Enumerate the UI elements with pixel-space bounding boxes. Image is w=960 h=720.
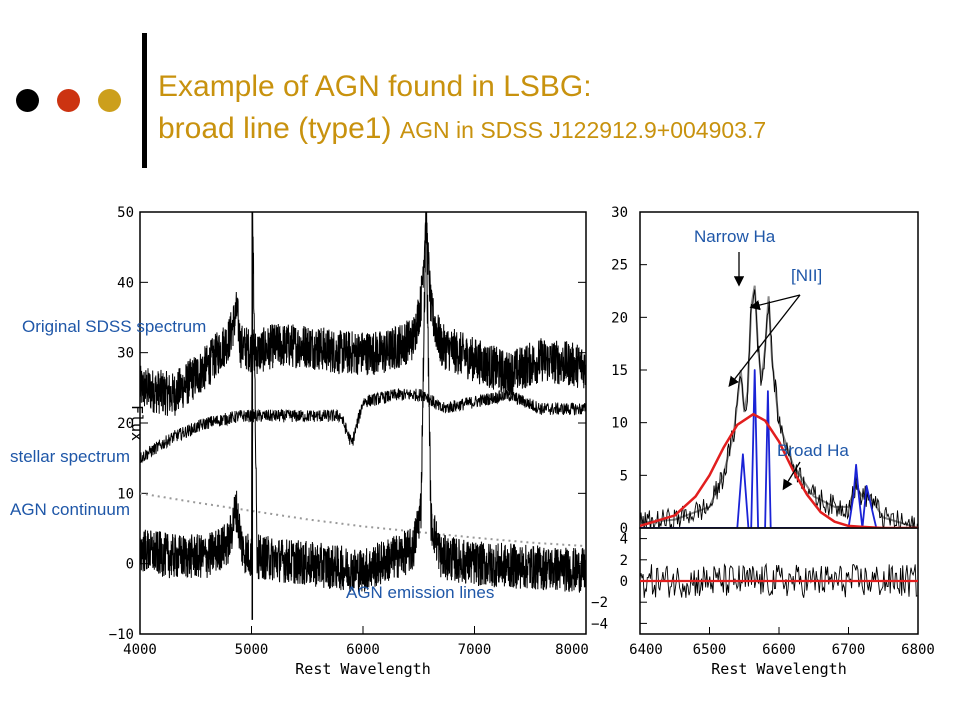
residual-plot: −4 −2 0 2 4 6400 6500 6600 6700 6800 Rest Waveleng…: [591, 527, 935, 678]
annotation-agn-continuum: AGN continuum: [10, 500, 130, 519]
left-ytick-label: 50: [117, 205, 134, 221]
left-ytick-label: 30: [117, 346, 134, 362]
annotation-nii: [NII]: [791, 266, 822, 285]
right-ytick-label: 10: [611, 416, 628, 432]
left-xtick-label: 5000: [235, 642, 269, 658]
title-divider: [142, 33, 147, 168]
right-xlabel: Rest Wavelength: [711, 660, 846, 678]
left-xlabel: Rest Wavelength: [295, 660, 430, 678]
annotation-narrow-ha: Narrow Ha: [694, 227, 776, 246]
observed-spectrum-line: [640, 289, 918, 528]
residual-ytick-label: 2: [620, 553, 628, 569]
left-ytick-label: 10: [117, 486, 134, 502]
bullet-dot-black: [16, 89, 39, 112]
residual-ytick-label: −4: [591, 616, 608, 632]
right-ytick-label: 5: [620, 468, 628, 484]
arrow-nii-left: [728, 294, 801, 388]
right-xtick-label: 6800: [901, 642, 935, 658]
left-ylabel: Flux: [128, 405, 146, 441]
residual-line: [640, 562, 918, 598]
broad-component-line: [640, 412, 918, 528]
agn-continuum-line: [140, 492, 586, 548]
right-top-frame: [639, 211, 919, 529]
annotation-original-spectrum: Original SDSS spectrum: [22, 317, 206, 336]
left-spectrum-plot: −10 0 10 20 30 40 50 4000 5000 6000 7000 8000 Rest W…: [109, 205, 589, 678]
narrow-component-line: [640, 369, 918, 528]
title-line2-main: broad line (type1): [158, 112, 400, 145]
right-ytick-label: 0: [620, 521, 628, 537]
left-ytick-label: −10: [109, 627, 134, 643]
annotation-agn-emission-lines: AGN emission lines: [346, 583, 494, 602]
residual-ytick-label: −2: [591, 595, 608, 611]
left-ytick-label: 0: [126, 557, 134, 573]
stellar-spectrum-line: [140, 388, 586, 578]
right-xtick-label: 6700: [832, 642, 866, 658]
left-xtick-label: 6000: [346, 642, 380, 658]
arrow-broad-ha: [782, 461, 801, 491]
right-ytick-label: 15: [611, 363, 628, 379]
bullet-dot-gold: [98, 89, 121, 112]
halpha-fit-plot: 0 5 10 15 20 25 30: [611, 205, 919, 537]
bullet-dot-red: [57, 89, 80, 112]
left-ytick-label: 20: [117, 416, 134, 432]
title-line2-small: AGN in SDSS J122912.9+004903.7: [399, 117, 767, 143]
right-xtick-label: 6600: [762, 642, 796, 658]
slide-title-line2: broad line (type1) AGN in SDSS J122912.9…: [158, 112, 766, 146]
right-ytick-label: 20: [611, 310, 628, 326]
original-spectrum-line: [140, 212, 586, 416]
annotation-broad-ha: Broad Ha: [777, 441, 849, 460]
annotations: Original SDSS spectrum stellar spectrum AG…: [10, 227, 849, 602]
agn_lines-spectrum-line: [140, 212, 586, 593]
slide-title-line1: Example of AGN found in LSBG:: [158, 70, 592, 103]
right-ytick-label: 30: [611, 205, 628, 221]
annotation-stellar-spectrum: stellar spectrum: [10, 447, 130, 466]
right-ytick-label: 25: [611, 258, 628, 274]
left-xtick-label: 4000: [123, 642, 157, 658]
residual-ytick-label: 0: [620, 574, 628, 590]
left-ytick-label: 40: [117, 275, 134, 291]
left-xtick-label: 8000: [555, 642, 589, 658]
left-xtick-label: 7000: [458, 642, 492, 658]
right-xtick-label: 6400: [629, 642, 663, 658]
arrow-nii-right: [749, 294, 801, 311]
right-xtick-label: 6500: [693, 642, 727, 658]
residual-ytick-label: 4: [620, 532, 628, 548]
